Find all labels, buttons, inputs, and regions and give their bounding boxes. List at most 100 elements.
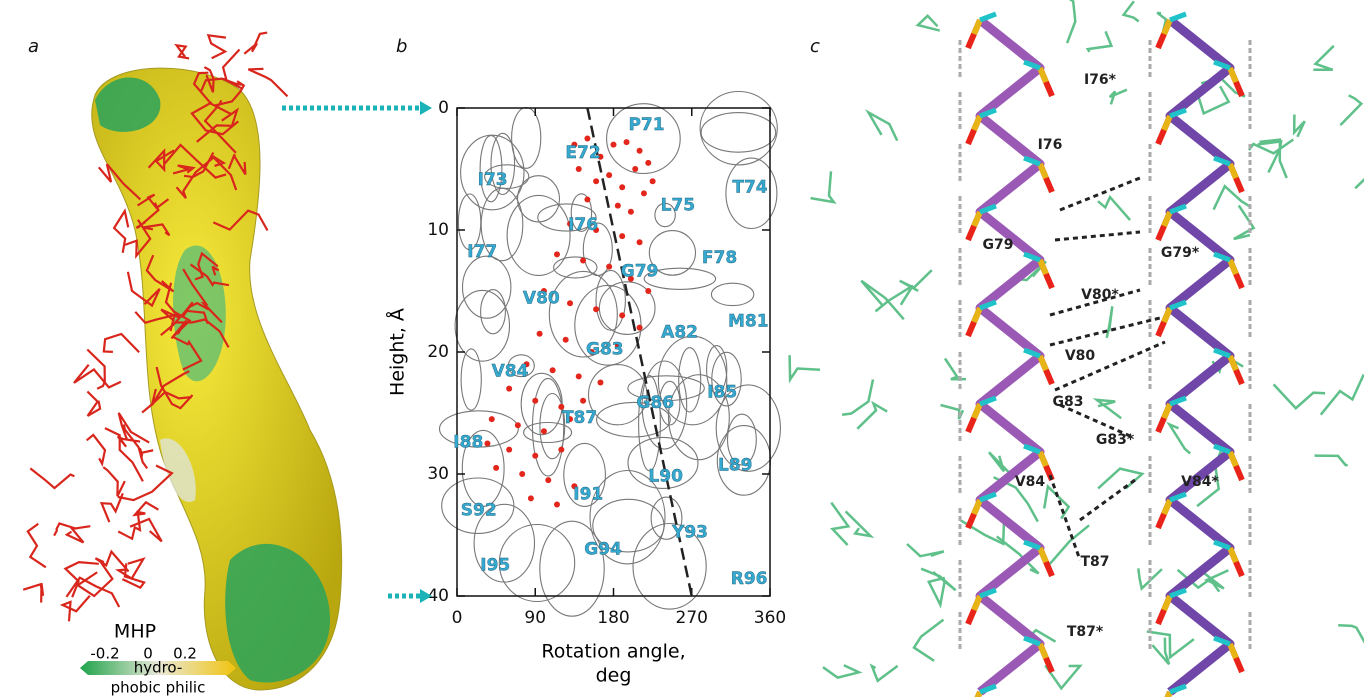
point <box>515 422 521 428</box>
point <box>593 178 599 184</box>
point <box>519 471 525 477</box>
residue-label: L89 <box>718 455 753 475</box>
point <box>506 386 512 392</box>
residue-label: P71 <box>628 115 664 135</box>
point <box>563 337 569 343</box>
legend-label: phobic philic <box>111 679 206 697</box>
point <box>615 203 621 209</box>
x-tick-label: 90 <box>524 608 546 628</box>
point <box>597 380 603 386</box>
residue-label: R96 <box>731 569 768 589</box>
point <box>619 233 625 239</box>
point <box>593 306 599 312</box>
residue-label: I76 <box>1038 137 1063 153</box>
point <box>637 148 643 154</box>
residue-label: I85 <box>707 382 737 402</box>
residue-label: I95 <box>480 556 510 576</box>
y-tick-label: 20 <box>427 342 449 362</box>
y-tick-label: 0 <box>438 98 449 118</box>
residue-label: G79 <box>983 237 1014 253</box>
y-tick-label: 10 <box>427 220 449 240</box>
residue-label: L75 <box>661 196 696 216</box>
residue-label: V84 <box>1015 474 1046 490</box>
residue-label: T87 <box>562 408 597 428</box>
residue-label: I76 <box>568 215 598 235</box>
residue-label: V84* <box>1181 474 1219 490</box>
residue-label: S92 <box>461 501 497 521</box>
residue-label: G83 <box>586 340 624 360</box>
residue-label: L90 <box>648 466 683 486</box>
point <box>528 495 534 501</box>
residue-label: V80 <box>523 288 560 308</box>
point <box>541 428 547 434</box>
residue-label: I91 <box>573 485 603 505</box>
point <box>611 142 617 148</box>
legend-tick: -0.2 <box>90 645 119 663</box>
panel-label: b <box>396 36 407 57</box>
residue-label: F78 <box>702 248 737 268</box>
point <box>641 190 647 196</box>
point <box>554 502 560 508</box>
point <box>645 288 651 294</box>
residue-label: A82 <box>661 322 698 342</box>
residue-label: M81 <box>728 312 769 332</box>
residue-label: G83* <box>1096 432 1135 448</box>
x-tick-label: 180 <box>597 608 629 628</box>
point <box>493 465 499 471</box>
point <box>580 258 586 264</box>
point <box>645 160 651 166</box>
point <box>576 166 582 172</box>
legend-label: hydro- <box>134 659 183 677</box>
x-tick-label: 0 <box>452 608 463 628</box>
point <box>650 178 656 184</box>
residue-label: G79* <box>1161 245 1200 261</box>
residue-label: I76* <box>1084 72 1117 88</box>
point <box>489 416 495 422</box>
residue-label: I88 <box>453 432 483 452</box>
residue-label: T74 <box>732 177 767 197</box>
y-tick-label: 30 <box>427 464 449 484</box>
residue-label: V84 <box>492 362 529 382</box>
residue-label: T87* <box>1067 624 1104 640</box>
figure: MHP -0.2 0 0.2 hydro- phobic philic a b … <box>0 0 1364 697</box>
residue-label: G86 <box>636 393 674 413</box>
point <box>624 139 630 145</box>
point <box>606 172 612 178</box>
point <box>532 453 538 459</box>
point <box>637 325 643 331</box>
x-tick-label: 270 <box>676 608 708 628</box>
residue-label: T87 <box>1080 554 1109 570</box>
point <box>532 398 538 404</box>
panel-label: a <box>28 36 39 57</box>
point <box>537 331 543 337</box>
point <box>584 197 590 203</box>
page: {"panel_labels": ["a", "b", "c"], "panel… <box>0 0 1364 697</box>
residue-label: G94 <box>584 540 622 560</box>
point <box>632 166 638 172</box>
residue-label: G79 <box>621 261 659 281</box>
y-axis-label: Height, Å <box>386 308 409 396</box>
point <box>637 239 643 245</box>
panel-label: c <box>810 36 820 57</box>
legend-title: MHP <box>114 621 156 643</box>
point <box>580 398 586 404</box>
point <box>576 373 582 379</box>
residue-label: Y93 <box>671 523 708 543</box>
point <box>506 447 512 453</box>
point <box>619 312 625 318</box>
point <box>606 264 612 270</box>
x-tick-label: 360 <box>754 608 786 628</box>
residue-label: I77 <box>467 242 497 262</box>
point <box>628 209 634 215</box>
residue-label: I73 <box>478 170 508 190</box>
residue-label: V80 <box>1065 348 1096 364</box>
point <box>550 367 556 373</box>
point <box>484 441 490 447</box>
x-axis-label: deg <box>596 665 632 687</box>
residue-label: V80* <box>1081 287 1119 303</box>
point <box>619 184 625 190</box>
residue-label: E72 <box>565 143 600 163</box>
point <box>554 251 560 257</box>
point <box>567 300 573 306</box>
point <box>584 136 590 142</box>
